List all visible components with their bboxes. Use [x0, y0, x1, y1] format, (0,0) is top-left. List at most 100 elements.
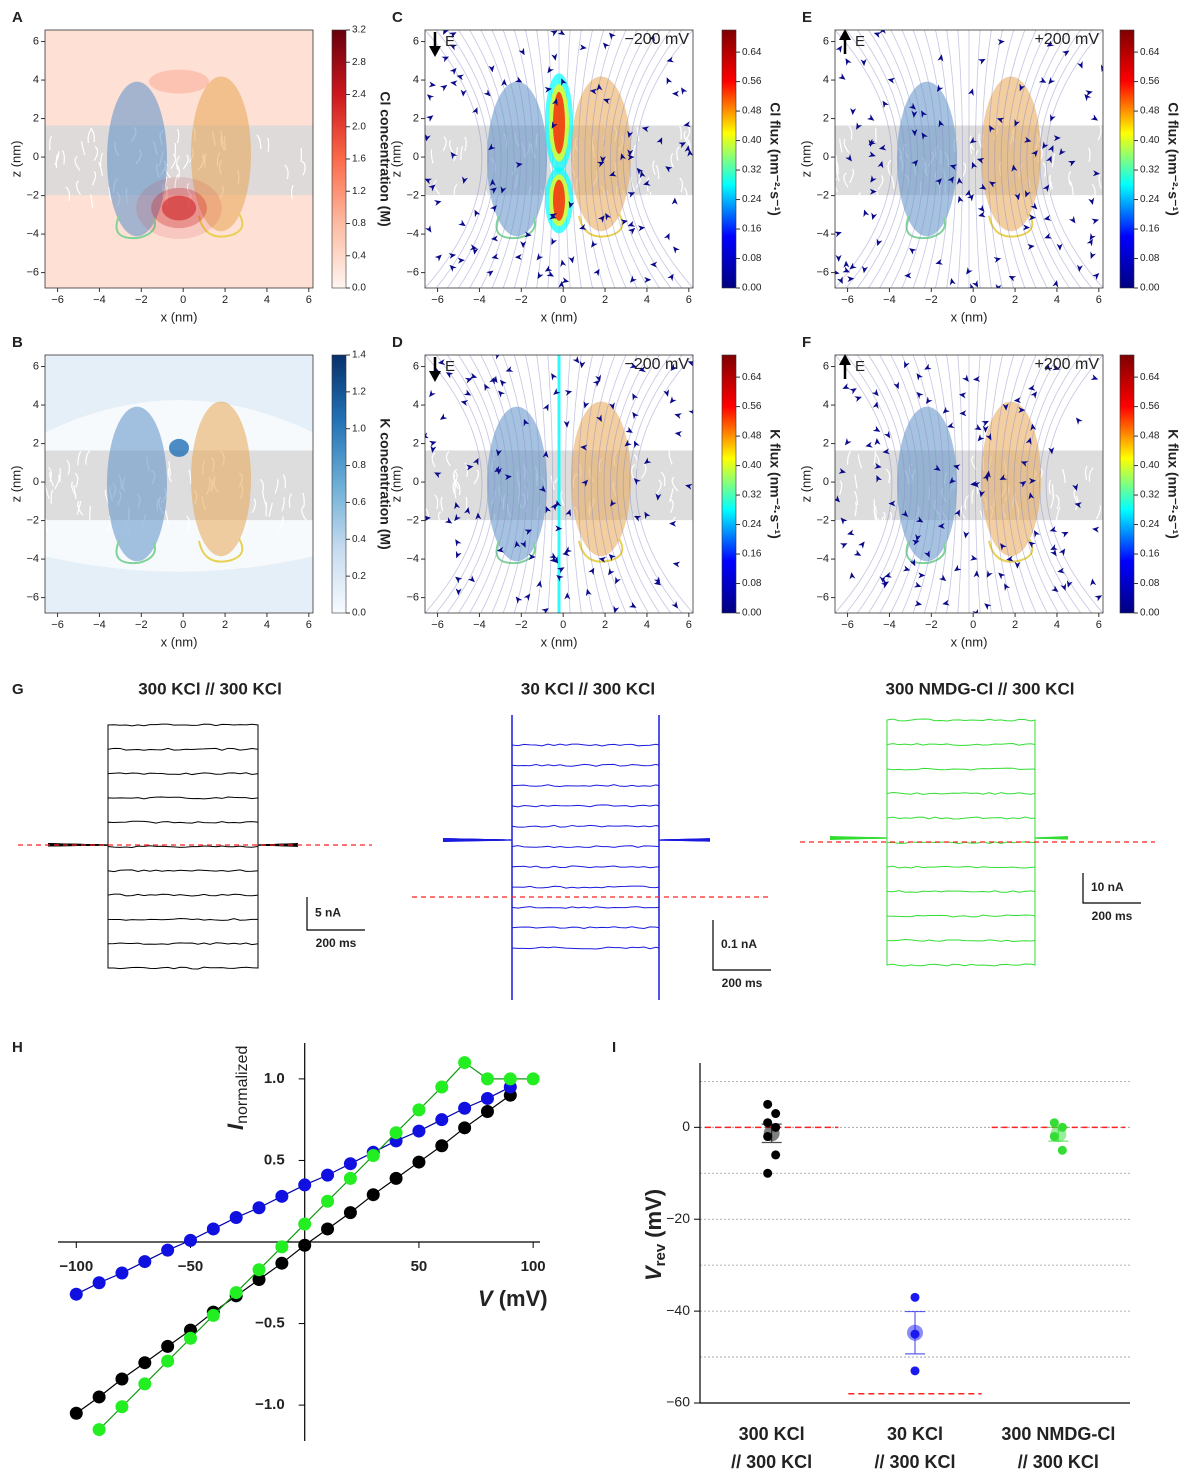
panel-label: B	[12, 334, 23, 351]
flow-arrow	[1066, 580, 1073, 588]
flow-arrow	[523, 593, 531, 602]
current-trace	[47, 843, 299, 873]
data-point	[206, 1222, 220, 1236]
lipid	[679, 177, 684, 193]
flow-arrow	[959, 410, 967, 417]
lipid	[425, 508, 430, 523]
lipid	[641, 463, 647, 479]
colorbar-tick-label: 0.16	[1140, 549, 1160, 560]
flow-arrow	[609, 32, 616, 40]
streamline	[981, 355, 992, 613]
flow-arrow	[458, 219, 466, 227]
panel-label: F	[802, 334, 811, 351]
data-point	[161, 1243, 175, 1257]
colorbar-tick-label: 0.48	[1140, 431, 1160, 442]
flow-arrow	[876, 475, 883, 483]
lipid	[668, 450, 673, 465]
category-label: // 300 KCl	[874, 1452, 955, 1472]
flow-arrow	[650, 261, 658, 268]
flow-arrow	[850, 107, 857, 116]
lipid	[1050, 493, 1055, 509]
current-trace	[442, 839, 711, 950]
streamline	[835, 30, 893, 288]
y-tick-label: −4	[816, 553, 829, 565]
flow-arrow	[1028, 541, 1036, 549]
streamline	[994, 355, 1015, 613]
flow-arrow	[545, 505, 552, 514]
x-axis-label: x (nm)	[951, 309, 988, 324]
concentration-peak	[169, 438, 189, 457]
flow-arrow	[949, 278, 956, 286]
flow-arrow	[1046, 155, 1052, 164]
flow-arrow	[1051, 585, 1059, 592]
flow-arrow	[544, 265, 553, 272]
lipid	[100, 152, 104, 167]
flow-arrow	[455, 588, 462, 596]
flow-arrow	[449, 67, 457, 76]
flow-arrow	[1042, 184, 1050, 193]
data-point	[910, 1366, 920, 1376]
current-trace	[829, 837, 1069, 942]
colorbar	[331, 29, 347, 289]
flow-arrow	[1044, 232, 1052, 239]
data-point	[910, 1292, 920, 1302]
y-tick-label: 0	[413, 476, 419, 488]
plot-frame	[424, 29, 694, 289]
streamline	[1032, 355, 1081, 613]
lipid	[430, 149, 434, 164]
map-area	[425, 355, 693, 613]
y-tick-label: −2	[26, 189, 39, 201]
current-trace	[47, 747, 299, 846]
flow-arrow	[555, 500, 562, 508]
streamline	[1039, 30, 1093, 288]
lipid	[1069, 180, 1074, 196]
flow-arrow	[520, 540, 526, 548]
streamline	[502, 355, 528, 613]
field-arrow-head	[429, 46, 441, 57]
x-tick-label: −6	[431, 619, 444, 631]
streamline	[622, 30, 671, 288]
y-tick-label: 4	[823, 74, 829, 86]
flow-arrow	[620, 153, 627, 161]
flow-arrow	[1057, 567, 1065, 574]
data-point	[1057, 1145, 1067, 1155]
flow-arrow	[986, 570, 993, 578]
y-tick-label: −20	[666, 1210, 690, 1226]
streamline	[597, 355, 627, 613]
x-tick-label: 2	[602, 619, 608, 631]
flow-arrow	[629, 362, 638, 369]
protein-left	[107, 406, 167, 562]
flow-arrow	[504, 474, 512, 481]
data-point	[503, 1072, 517, 1086]
colorbar-tick-label: 2.8	[352, 57, 366, 68]
lipid	[881, 516, 886, 531]
streamline	[610, 355, 649, 613]
lipid	[74, 155, 81, 171]
flow-arrow	[849, 262, 857, 270]
colorbar-tick-label: 2.0	[352, 121, 366, 132]
data-point	[92, 1276, 106, 1290]
flow-arrow	[564, 390, 573, 396]
streamline	[957, 355, 963, 613]
y-axis-label-subscript: rev	[652, 1243, 669, 1266]
streamline	[890, 355, 925, 613]
streamline	[536, 30, 547, 288]
flow-arrow	[882, 100, 889, 109]
flow-arrow	[637, 225, 646, 232]
flow-arrow	[985, 432, 992, 441]
y-axis-label: z (nm)	[798, 466, 813, 503]
flow-arrow	[1092, 526, 1100, 533]
protein-left	[897, 406, 957, 562]
y-tick-label: 2	[413, 112, 419, 124]
streamline	[845, 355, 899, 613]
flow-arrow	[1008, 276, 1017, 282]
flow-arrow	[627, 154, 635, 161]
flow-arrow	[613, 605, 620, 613]
category-label: 300 NMDG-Cl	[1001, 1424, 1115, 1444]
streamline	[590, 355, 616, 613]
lipid	[284, 164, 289, 180]
flow-arrow	[425, 515, 431, 522]
x-tick-label: 4	[644, 294, 650, 306]
flow-arrow	[924, 363, 932, 370]
x-axis-label: x (nm)	[161, 634, 198, 649]
